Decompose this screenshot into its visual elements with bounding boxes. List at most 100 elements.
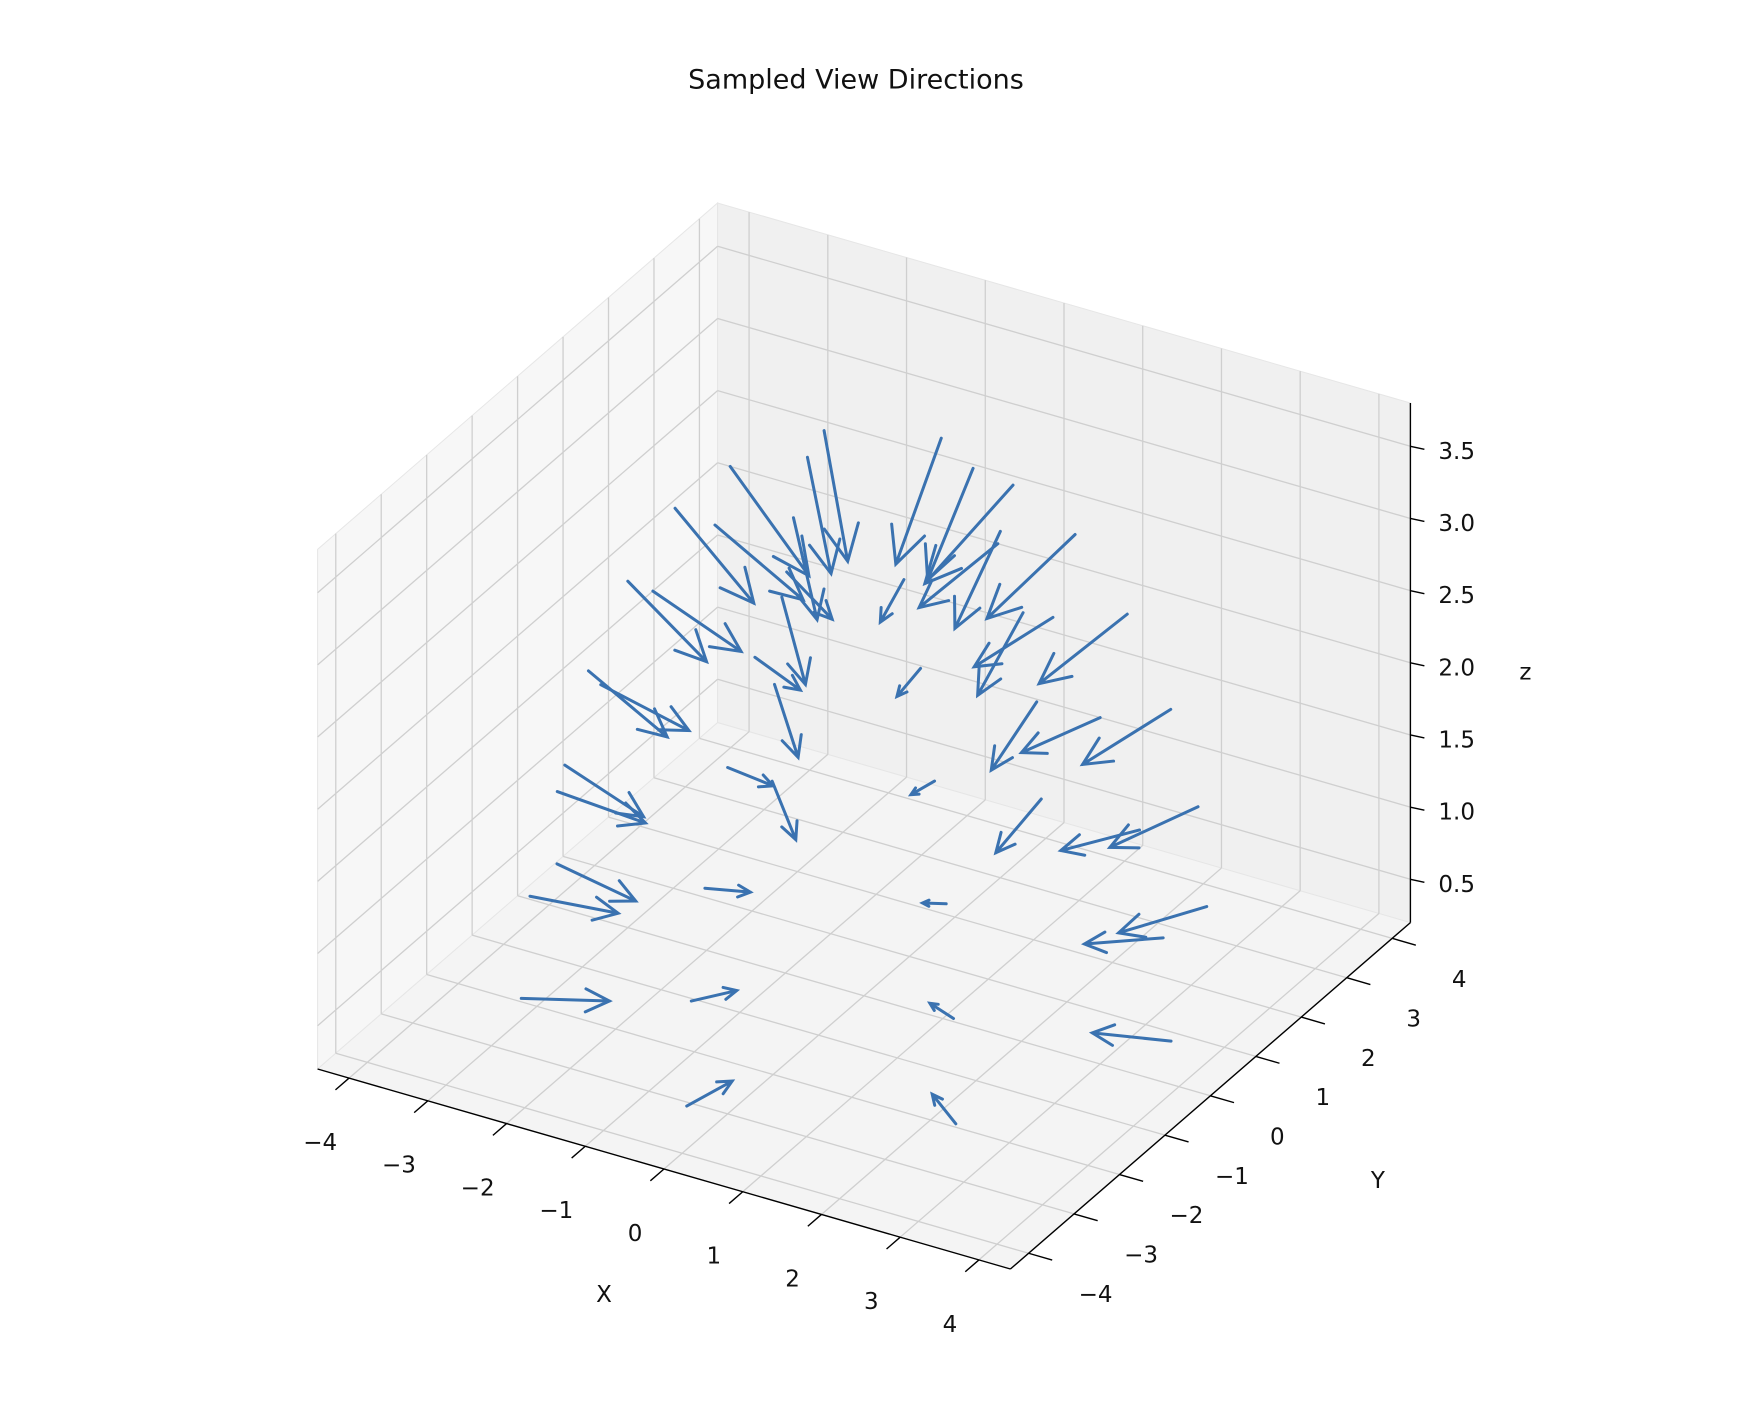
- arrow-shape: [922, 483, 1015, 587]
- arrow-shape: [1057, 828, 1142, 857]
- arrow: [993, 797, 1043, 856]
- arrow: [930, 1091, 958, 1126]
- arrow: [555, 790, 649, 828]
- y-tick: [1301, 1016, 1326, 1025]
- arrow: [586, 669, 670, 740]
- arrow: [878, 578, 906, 626]
- x-tick: [413, 1100, 429, 1114]
- grid-line: [317, 317, 719, 666]
- x-tick: [492, 1123, 508, 1136]
- y-tick-label: −2: [1170, 1203, 1204, 1229]
- x-tick-label: 2: [785, 1266, 800, 1292]
- arrow: [894, 666, 923, 700]
- arrow: [1079, 707, 1173, 767]
- arrow: [1088, 1023, 1173, 1047]
- grid-line: [317, 678, 719, 1027]
- arrow-shape: [689, 985, 741, 1003]
- z-tick: [1410, 445, 1425, 450]
- z-tick-label: 2.5: [1438, 583, 1475, 609]
- arrow: [984, 533, 1077, 621]
- x-tick-label: 1: [706, 1244, 721, 1270]
- grid-line: [335, 1052, 1029, 1254]
- arrow-shape: [822, 429, 860, 565]
- y-tick: [1255, 1055, 1280, 1064]
- grid-line: [717, 462, 1411, 664]
- arrow-shape: [626, 579, 709, 665]
- arrow: [805, 455, 842, 577]
- z-tick: [1410, 806, 1425, 811]
- x-tick: [334, 1077, 350, 1091]
- arrow-shape: [878, 578, 906, 626]
- arrow-shape: [1079, 707, 1173, 767]
- grid-line: [517, 895, 1211, 1097]
- grid-line: [317, 462, 719, 810]
- arrow-shape: [989, 700, 1039, 773]
- y-tick: [1210, 1095, 1235, 1104]
- arrow: [1081, 930, 1165, 955]
- y-tick: [1028, 1252, 1053, 1261]
- arrow: [822, 429, 860, 565]
- arrow-shape: [984, 533, 1077, 621]
- x-tick-label: 0: [628, 1221, 643, 1247]
- arrow: [922, 483, 1015, 587]
- grid-line: [608, 816, 1302, 1018]
- arrow-shape: [926, 1001, 956, 1020]
- arrow-shape: [726, 765, 777, 789]
- arrow-shape: [1036, 612, 1129, 686]
- arrow: [919, 898, 948, 908]
- y-tick-label: −1: [1215, 1164, 1249, 1190]
- arrow: [971, 615, 1055, 669]
- z-tick-label: 3.0: [1438, 511, 1475, 537]
- arrow: [685, 1079, 736, 1108]
- arrow-shape: [780, 595, 812, 688]
- arrow: [1018, 716, 1102, 755]
- arrow-shape: [1088, 1023, 1173, 1047]
- z-axis-label: z: [1519, 659, 1531, 685]
- arrow-shape: [586, 669, 670, 740]
- y-tick-label: −4: [1079, 1282, 1113, 1308]
- arrow-shape: [519, 987, 613, 1014]
- y-tick: [1346, 977, 1371, 986]
- arrow-shape: [555, 862, 639, 903]
- arrow-shape: [1115, 905, 1209, 939]
- arrow: [689, 985, 741, 1003]
- arrow: [890, 436, 943, 568]
- grid-line: [653, 777, 1347, 979]
- x-tick-label: −3: [382, 1153, 416, 1179]
- grid-line: [717, 245, 1411, 447]
- arrow: [989, 700, 1039, 773]
- grid-line: [562, 855, 1257, 1058]
- arrow: [780, 595, 812, 688]
- arrow-shape: [930, 1091, 958, 1126]
- x-tick-label: 3: [864, 1289, 879, 1315]
- y-axis-label: Y: [1370, 1168, 1386, 1194]
- arrow: [651, 589, 744, 654]
- x-tick-label: −2: [461, 1175, 495, 1201]
- arrow: [555, 862, 639, 903]
- arrow-shape: [555, 790, 649, 828]
- x-tick: [886, 1236, 901, 1250]
- arrow: [926, 1001, 956, 1020]
- arrow: [726, 765, 777, 789]
- arrow: [785, 570, 835, 622]
- x-tick: [571, 1145, 586, 1159]
- arrow-shape: [894, 666, 923, 700]
- y-tick-label: 4: [1452, 967, 1467, 993]
- arrow: [626, 579, 709, 665]
- arrow-shape: [805, 455, 842, 577]
- arrow-shape: [528, 894, 622, 922]
- arrow-shape: [685, 1079, 736, 1108]
- arrow-shape: [1081, 930, 1165, 955]
- arrow: [519, 987, 613, 1014]
- grid-line: [317, 534, 719, 882]
- x-tick-label: −1: [539, 1198, 573, 1224]
- arrow: [528, 894, 622, 922]
- arrow-shape: [890, 436, 943, 568]
- arrow-shape: [673, 506, 756, 606]
- chart-title: Sampled View Directions: [688, 65, 1024, 96]
- arrow: [772, 682, 803, 761]
- arrow-shape: [1106, 805, 1200, 850]
- arrow-shape: [907, 779, 937, 797]
- arrow-shape: [975, 611, 1025, 699]
